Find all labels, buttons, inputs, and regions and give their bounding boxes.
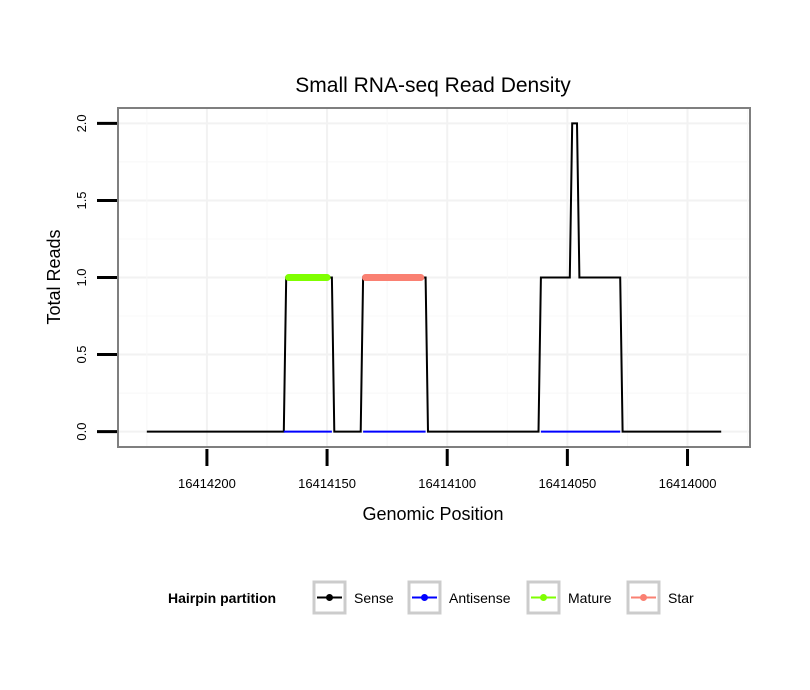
- x-tick-label: 16414050: [538, 476, 596, 491]
- y-tick-label: 0.5: [74, 345, 89, 363]
- chart-title: Small RNA-seq Read Density: [295, 74, 571, 97]
- y-tick-label: 1.0: [74, 268, 89, 286]
- x-tick-label: 16414000: [659, 476, 717, 491]
- x-axis-label: Genomic Position: [362, 504, 503, 524]
- x-tick-label: 16414100: [418, 476, 476, 491]
- x-tick-label: 16414150: [298, 476, 356, 491]
- legend-entry-mature: Mature: [568, 590, 612, 606]
- legend-title: Hairpin partition: [168, 590, 276, 606]
- legend-key-point: [640, 594, 647, 601]
- y-tick-label: 1.5: [74, 191, 89, 209]
- y-axis: 0.0 0.5 1.0 1.5 2.0: [74, 114, 117, 441]
- legend-key-point: [421, 594, 428, 601]
- y-tick-label: 0.0: [74, 423, 89, 441]
- legend-key-point: [326, 594, 333, 601]
- y-tick-label: 2.0: [74, 114, 89, 132]
- series-sense-line: [146, 122, 722, 433]
- legend-entry-antisense: Antisense: [449, 590, 511, 606]
- legend-entry-sense: Sense: [354, 590, 394, 606]
- x-axis: 16414200 16414150 16414100 16414050 16414000: [178, 449, 716, 491]
- legend-key-point: [540, 594, 547, 601]
- series-layer: [146, 122, 722, 433]
- y-axis-label: Total Reads: [44, 229, 64, 324]
- legend: Hairpin partition Sense Antisense Mature St…: [168, 580, 694, 615]
- legend-entry-star: Star: [668, 590, 694, 606]
- x-tick-label: 16414200: [178, 476, 236, 491]
